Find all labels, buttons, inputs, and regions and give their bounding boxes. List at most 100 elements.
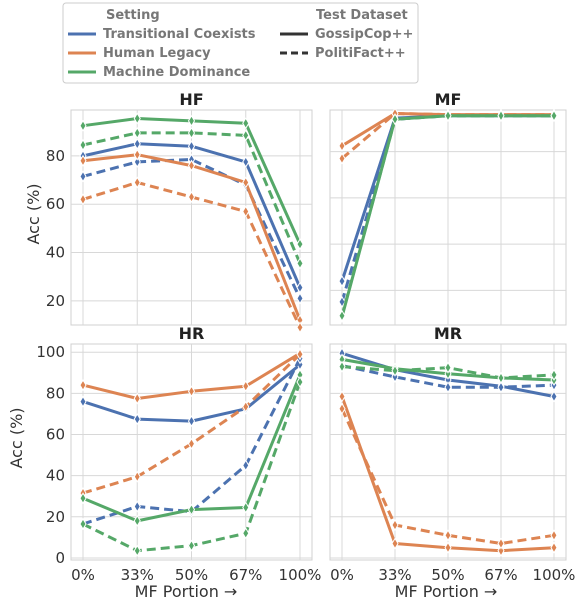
data-point (550, 390, 558, 403)
data-point (133, 544, 141, 557)
data-point (187, 385, 196, 398)
x-tick-label: 67% (229, 566, 262, 584)
data-point (242, 459, 250, 472)
data-point (296, 292, 304, 305)
legend-label-machine-dominance: Machine Dominance (103, 65, 250, 80)
series-human-legacy-gossipcop (338, 390, 558, 557)
data-point (497, 537, 505, 550)
data-point (133, 148, 141, 161)
data-point (79, 170, 87, 183)
series-machine-dominance-politifact (79, 126, 304, 270)
y-tick-label: 20 (46, 292, 65, 310)
data-point (338, 275, 346, 288)
series-line (341, 112, 554, 160)
data-point (444, 381, 452, 394)
legend: Setting Test Dataset Transitional Coexis… (62, 2, 419, 84)
data-point (338, 152, 346, 165)
data-point (187, 114, 196, 127)
data-point (444, 367, 452, 380)
panel-hr: 0% 33% 50% 67% 100% 0 20 40 60 80 100 HR (36, 324, 321, 584)
panel-title: HF (179, 90, 203, 109)
panel-mf: MF (329, 90, 567, 326)
data-point (391, 364, 399, 377)
y-tick-label: 60 (46, 195, 65, 213)
data-point (133, 514, 141, 527)
legend-label-human-legacy: Human Legacy (103, 46, 211, 61)
data-point (338, 139, 346, 152)
data-point (187, 159, 196, 172)
series-machine-dominance-politifact (338, 109, 558, 322)
data-point (187, 539, 196, 552)
data-point (79, 518, 87, 530)
y-tick-label: 20 (46, 508, 65, 526)
y-tick-label: 80 (46, 384, 65, 402)
x-tick-label: 67% (484, 566, 517, 584)
x-axis-label-left: MF Portion → (135, 582, 238, 601)
data-point (242, 129, 250, 142)
data-point (79, 139, 87, 151)
data-point (550, 529, 558, 542)
data-point (296, 257, 304, 270)
x-tick-label: 100% (279, 566, 322, 584)
data-point (444, 109, 452, 122)
series-human-legacy-gossipcop (79, 148, 304, 327)
data-point (133, 500, 141, 513)
legend-dataset-title: Test Dataset (316, 8, 408, 23)
y-axis-label-bottom: Acc (%) (7, 407, 26, 468)
data-point (497, 371, 505, 384)
series-human-legacy-gossipcop (79, 347, 304, 405)
data-point (133, 413, 141, 426)
data-point (187, 126, 196, 139)
data-point (242, 117, 250, 130)
series-line (82, 131, 302, 264)
data-point (79, 119, 87, 132)
data-point (79, 379, 87, 392)
data-point (296, 348, 304, 361)
data-point (242, 155, 250, 168)
data-point (79, 193, 87, 206)
legend-box (62, 2, 419, 84)
data-point (79, 395, 87, 408)
data-point (497, 109, 505, 122)
series-machine-dominance-politifact (79, 376, 304, 557)
data-point (242, 176, 250, 189)
panel-mr: 0% 33% 50% 67% 100% MR (329, 324, 576, 584)
data-point (242, 205, 250, 218)
series-line (341, 364, 555, 389)
data-point (242, 501, 250, 514)
data-point (497, 544, 505, 557)
x-tick-label: 0% (330, 566, 354, 584)
series-human-legacy-politifact (79, 176, 304, 334)
data-point (187, 503, 196, 516)
data-point (133, 176, 141, 189)
data-point (133, 126, 141, 139)
legend-label-gossipcop: GossipCop++ (315, 27, 413, 42)
data-point (187, 190, 196, 203)
x-tick-label: 100% (533, 566, 576, 584)
y-tick-label: 40 (46, 244, 65, 262)
series-machine-dominance-gossipcop (79, 112, 304, 251)
data-point (338, 402, 346, 415)
y-tick-label: 40 (46, 467, 65, 485)
y-axis-label-top: Acc (%) (24, 183, 43, 244)
y-tick-label: 0 (55, 549, 65, 567)
y-tick-label: 80 (46, 147, 65, 165)
y-tick-label: 60 (46, 426, 65, 444)
data-point (338, 390, 346, 403)
data-point (79, 154, 87, 167)
x-tick-label: 0% (71, 566, 95, 584)
data-point (391, 519, 399, 532)
data-point (296, 376, 304, 389)
x-tick-label: 50% (431, 566, 464, 584)
panel-title: HR (179, 324, 205, 343)
legend-label-politifact: PolitiFact++ (315, 46, 406, 61)
series-line (340, 408, 555, 545)
data-point (133, 392, 141, 405)
data-point (391, 113, 399, 126)
data-point (296, 321, 304, 334)
y-tick-label: 100 (36, 343, 65, 361)
data-point (444, 361, 452, 374)
data-point (391, 537, 399, 550)
panel-title: MR (434, 324, 462, 343)
panels: 20 40 60 80 HF MF 0% 33% 50% 67% 100% 0 20 40 60 80 100 H… (36, 90, 575, 584)
